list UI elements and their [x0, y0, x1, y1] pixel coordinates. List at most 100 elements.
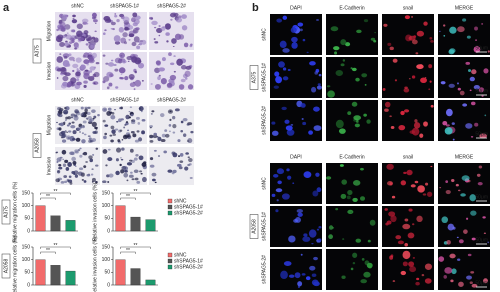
cell: [335, 207, 339, 211]
cell: [106, 86, 110, 90]
cell: [373, 39, 377, 43]
cell: [334, 51, 338, 55]
legend-swatch: [167, 210, 173, 216]
column-header: snail: [403, 5, 413, 11]
cell: [125, 114, 130, 120]
legend-swatch: [167, 198, 173, 204]
cell: [130, 171, 133, 174]
cell: [415, 52, 419, 55]
cell: [350, 267, 354, 271]
cell: [116, 120, 119, 123]
cell-line-label-box: [32, 38, 42, 64]
cell: [481, 23, 484, 25]
cell: [134, 139, 140, 143]
significance-bracket: [120, 197, 136, 200]
cell: [326, 176, 332, 180]
cell: [416, 64, 424, 70]
cell: [90, 173, 94, 176]
cell: [449, 253, 456, 259]
cell: [64, 159, 69, 163]
cell: [463, 229, 468, 234]
cell-line-label-box: [249, 65, 259, 90]
cell: [410, 184, 416, 188]
cell: [404, 242, 408, 247]
cell: [124, 123, 127, 126]
cell: [178, 84, 185, 90]
micrograph: [102, 52, 147, 91]
cell: [103, 108, 107, 111]
cell: [104, 132, 108, 136]
cell: [335, 70, 344, 77]
cell: [83, 84, 87, 88]
cell: [389, 46, 394, 51]
cell: [138, 155, 144, 161]
cell: [312, 190, 319, 197]
cell: [91, 138, 97, 142]
cell: [85, 117, 89, 120]
y-tick-label: 100: [102, 257, 111, 263]
cell: [73, 59, 75, 62]
cell: [284, 119, 290, 124]
cell: [407, 232, 415, 239]
micrograph: [102, 147, 147, 185]
image-bg: [326, 57, 378, 98]
y-tick-label: 100: [22, 203, 31, 209]
cell: [479, 133, 488, 139]
y-tick-label: 0: [107, 228, 110, 234]
cell: [91, 52, 97, 59]
scale-bar-label: 50μm: [475, 131, 488, 137]
bar: [65, 220, 76, 232]
micrograph: [270, 57, 322, 98]
cell: [64, 106, 67, 110]
cell: [85, 161, 89, 163]
image-bg: [270, 206, 322, 247]
cell: [83, 30, 89, 35]
cell: [352, 180, 361, 186]
cell: [351, 67, 357, 72]
cell: [439, 186, 442, 189]
cell: [443, 35, 446, 37]
cell: [87, 106, 91, 109]
cell: [471, 69, 477, 75]
cell: [413, 122, 421, 129]
cell: [356, 29, 362, 34]
cell: [75, 137, 81, 142]
significance-label: **: [54, 243, 58, 249]
cell: [71, 171, 76, 175]
cell: [190, 130, 194, 134]
significance-label: **: [46, 248, 50, 254]
cell: [347, 209, 354, 215]
cell: [423, 121, 428, 127]
cell: [134, 70, 137, 74]
cell: [487, 241, 490, 244]
cell: [88, 119, 93, 123]
cell: [163, 150, 167, 154]
cell: [414, 180, 419, 184]
cell: [186, 123, 190, 126]
cell: [151, 20, 158, 26]
side-label: A375: [3, 206, 9, 218]
cell: [128, 174, 134, 178]
cell: [95, 164, 99, 167]
cell: [56, 121, 58, 124]
cell: [470, 136, 474, 138]
cell: [83, 72, 90, 80]
cell: [89, 158, 94, 163]
micrograph: [326, 57, 378, 98]
cell: [278, 61, 285, 68]
cell: [385, 222, 389, 226]
cell: [309, 265, 316, 271]
column-header: E-Cadherin: [339, 154, 365, 160]
cell: [59, 42, 65, 47]
cell: [63, 55, 68, 59]
cell: [168, 124, 172, 127]
micrograph: [55, 12, 100, 51]
cell: [124, 26, 129, 31]
micrograph: [270, 206, 322, 247]
cell: [107, 180, 110, 184]
cell: [153, 149, 157, 152]
cell: [291, 42, 298, 49]
cell: [110, 21, 116, 26]
cell: [316, 85, 322, 90]
cell: [412, 223, 415, 226]
